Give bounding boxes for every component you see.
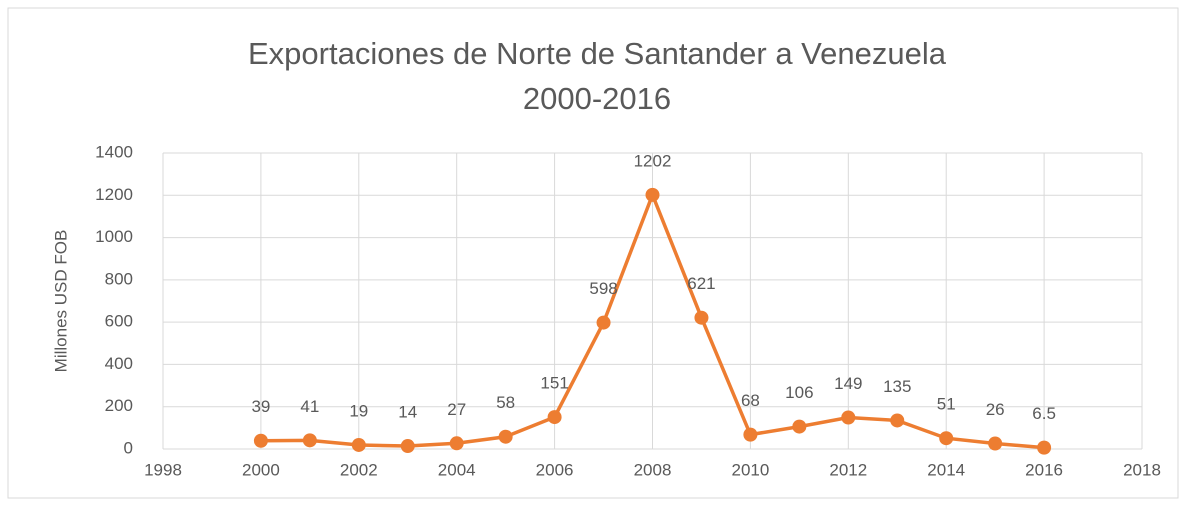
chart-title: 2000-2016 [523,81,671,116]
data-label: 14 [398,403,417,422]
marker [792,419,807,434]
x-tick-label: 2018 [1123,460,1161,479]
y-tick-label: 800 [105,269,133,288]
marker [547,410,562,425]
data-label: 621 [687,274,715,293]
marker [596,315,611,330]
marker [645,187,660,202]
data-label: 598 [589,279,617,298]
x-tick-label: 2004 [438,460,476,479]
x-tick-label: 2002 [340,460,378,479]
marker [400,439,415,454]
marker [302,433,317,448]
marker [694,310,709,325]
x-tick-label: 2012 [829,460,867,479]
data-label: 19 [349,401,368,420]
y-tick-label: 0 [124,438,133,457]
chart-frame [7,7,1179,499]
marker [449,436,464,451]
data-label: 106 [785,383,813,402]
x-tick-label: 2006 [536,460,574,479]
data-label: 41 [300,397,319,416]
x-tick-label: 2016 [1025,460,1063,479]
data-label: 51 [937,395,956,414]
y-tick-label: 1400 [95,142,133,161]
data-label: 135 [883,377,911,396]
x-tick-label: 1998 [144,460,182,479]
y-tick-label: 400 [105,354,133,373]
marker [1037,440,1052,455]
x-tick-label: 2008 [634,460,672,479]
y-tick-label: 1200 [95,185,133,204]
marker [743,427,758,442]
marker [890,413,905,428]
data-label: 58 [496,393,515,412]
marker [939,431,954,446]
marker [253,433,268,448]
data-label: 6.5 [1032,404,1056,423]
data-label: 1202 [634,151,672,170]
data-label: 151 [540,374,568,393]
chart-title: Exportaciones de Norte de Santander a Ve… [248,36,947,71]
y-tick-label: 1000 [95,227,133,246]
data-label: 39 [251,397,270,416]
data-label: 68 [741,391,760,410]
y-tick-label: 200 [105,396,133,415]
marker [841,410,856,425]
data-label: 26 [986,400,1005,419]
data-label: 149 [834,374,862,393]
marker [498,429,513,444]
x-tick-label: 2010 [731,460,769,479]
y-tick-label: 600 [105,312,133,331]
data-label: 27 [447,400,466,419]
marker [988,436,1003,451]
x-tick-label: 2000 [242,460,280,479]
y-axis-label: Millones USD FOB [51,230,70,373]
x-tick-label: 2014 [927,460,965,479]
marker [351,437,366,452]
